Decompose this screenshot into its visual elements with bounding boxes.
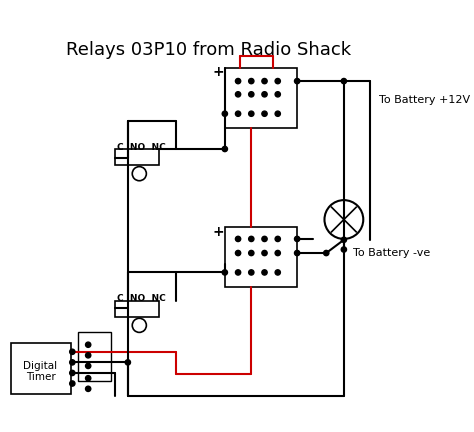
Text: Digital
Timer: Digital Timer <box>24 361 58 382</box>
Circle shape <box>249 251 254 256</box>
Circle shape <box>262 236 267 241</box>
Circle shape <box>262 270 267 275</box>
Circle shape <box>85 363 91 368</box>
Circle shape <box>249 92 254 97</box>
Circle shape <box>262 79 267 84</box>
Text: +: + <box>213 65 225 79</box>
Circle shape <box>275 236 281 241</box>
Circle shape <box>85 386 91 391</box>
Bar <box>225 226 297 286</box>
Circle shape <box>236 251 241 256</box>
Circle shape <box>249 111 254 116</box>
Circle shape <box>275 251 281 256</box>
Circle shape <box>324 251 329 256</box>
Circle shape <box>294 236 300 241</box>
Circle shape <box>341 247 346 252</box>
Circle shape <box>236 236 241 241</box>
Circle shape <box>275 92 281 97</box>
Circle shape <box>341 79 346 84</box>
Circle shape <box>275 270 281 275</box>
Bar <box>115 301 159 317</box>
Circle shape <box>132 167 146 181</box>
Circle shape <box>262 111 267 116</box>
Circle shape <box>262 92 267 97</box>
Circle shape <box>294 79 300 84</box>
Circle shape <box>125 360 130 365</box>
Circle shape <box>262 251 267 256</box>
Circle shape <box>70 349 75 354</box>
Bar <box>10 343 71 394</box>
Circle shape <box>325 200 363 239</box>
Text: C  NO  NC: C NO NC <box>117 295 166 303</box>
Circle shape <box>222 146 228 152</box>
Text: +: + <box>213 225 225 239</box>
Circle shape <box>249 79 254 84</box>
Circle shape <box>236 92 241 97</box>
Circle shape <box>249 236 254 241</box>
Bar <box>225 68 297 128</box>
Circle shape <box>275 111 281 116</box>
Circle shape <box>236 79 241 84</box>
Circle shape <box>275 79 281 84</box>
Bar <box>115 149 159 165</box>
Circle shape <box>236 111 241 116</box>
Circle shape <box>294 251 300 256</box>
Circle shape <box>236 270 241 275</box>
Circle shape <box>132 318 146 332</box>
Circle shape <box>70 360 75 365</box>
Circle shape <box>85 375 91 381</box>
Circle shape <box>222 111 228 116</box>
Text: To Battery -ve: To Battery -ve <box>353 248 430 258</box>
Circle shape <box>85 342 91 347</box>
Circle shape <box>249 270 254 275</box>
Text: C  NO  NC: C NO NC <box>117 143 166 152</box>
Text: To Battery +12V: To Battery +12V <box>379 95 470 105</box>
Circle shape <box>222 270 228 275</box>
Circle shape <box>70 381 75 386</box>
Circle shape <box>341 237 346 242</box>
Circle shape <box>85 353 91 358</box>
Bar <box>78 332 111 381</box>
Text: Relays 03P10 from Radio Shack: Relays 03P10 from Radio Shack <box>66 41 352 60</box>
Circle shape <box>70 370 75 375</box>
